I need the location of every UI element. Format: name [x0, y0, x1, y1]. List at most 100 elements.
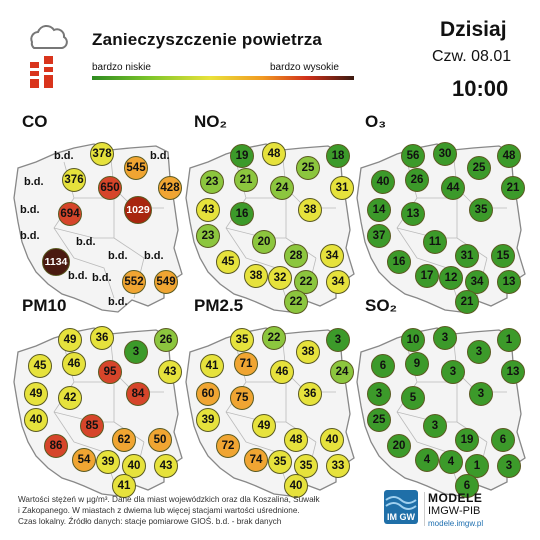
panel-title-no2: NO₂ — [194, 112, 228, 131]
station-nodata-koszalin: b.d. — [54, 150, 74, 162]
logo-divider — [424, 492, 425, 526]
station-value-torun: 3 — [441, 360, 465, 384]
station-value-zielona: 40 — [24, 408, 48, 432]
panel-title-pm25: PM2.5 — [194, 296, 244, 315]
panel-pm25: PM2.5 41 35 22 38 3 24 71 46 60 75 36 39 49 72 74 48 40 35… — [185, 296, 358, 498]
station-value-warszawa: 1029 — [124, 196, 152, 224]
panel-title-o3: O₃ — [365, 112, 387, 131]
panel-title-so2: SO₂ — [365, 296, 398, 315]
station-value-zakopane: 21 — [455, 290, 479, 314]
station-value-olsztyn: 38 — [296, 340, 320, 364]
panel-co: CO b.d. b.d. 378 545 b.d. 428 376 650 b.d. 694 1029… — [13, 112, 186, 313]
station-value-katowice: 4 — [439, 450, 463, 474]
panel-title-co: CO — [22, 112, 48, 131]
station-value-torun: 24 — [270, 176, 294, 200]
station-value-zielona: 25 — [367, 408, 391, 432]
station-value-lublin: 6 — [491, 428, 515, 452]
station-value-rzeszow: 33 — [326, 454, 350, 478]
station-value-torun: 44 — [441, 176, 465, 200]
station-value-zielona: 39 — [196, 408, 220, 432]
station-value-warszawa: 3 — [469, 382, 493, 406]
station-value-zielona: 23 — [196, 224, 220, 248]
station-nodata-gorzow: b.d. — [20, 204, 40, 216]
station-value-poznan: 13 — [401, 202, 425, 226]
station-nodata-zakopane: b.d. — [108, 296, 128, 308]
station-nodata-katowice: b.d. — [92, 272, 112, 284]
station-value-lublin: 15 — [491, 244, 515, 268]
cloud-smog-icon — [20, 20, 70, 90]
station-value-bydgoszcz: 376 — [62, 168, 86, 192]
station-value-suwalki: 26 — [154, 328, 178, 352]
station-value-koszalin: 19 — [230, 144, 254, 168]
panel-pm10: PM10 45 49 36 3 26 43 46 95 49 42 84 40 85 86 54 62 50 39 4… — [13, 296, 186, 498]
station-value-opole: 4 — [415, 448, 439, 472]
station-value-gdansk: 22 — [262, 326, 286, 350]
station-value-kielce: 28 — [284, 244, 308, 268]
station-value-gorzow: 60 — [196, 382, 220, 406]
station-nodata-zielona: b.d. — [20, 230, 40, 242]
station-value-szczecin: 40 — [371, 170, 395, 194]
station-value-opole: 74 — [244, 448, 268, 472]
station-value-lodz: 20 — [252, 230, 276, 254]
logo-name: MODELE — [428, 491, 483, 505]
station-value-gorzow: 49 — [24, 382, 48, 406]
station-value-lodz: 3 — [423, 414, 447, 438]
footer-line: Wartości stężeń w µg/m³. Dane dla miast … — [18, 495, 320, 504]
station-nodata-lodz: b.d. — [76, 236, 96, 248]
station-value-bydgoszcz: 21 — [234, 168, 258, 192]
station-value-zielona: 37 — [367, 224, 391, 248]
station-value-zakopane: 6 — [455, 474, 479, 498]
station-value-kielce: 62 — [112, 428, 136, 452]
station-value-wroclaw: 20 — [387, 434, 411, 458]
panel-o3: O₃ 40 56 30 25 48 21 26 44 14 13 35 37 11 16 17 31 15 12 34… — [356, 112, 529, 314]
station-value-bydgoszcz: 9 — [405, 352, 429, 376]
station-value-bialystok: 428 — [158, 176, 182, 200]
station-value-kielce: 19 — [455, 428, 479, 452]
station-value-katowice: 39 — [96, 450, 120, 474]
station-value-krakow: 35 — [294, 454, 318, 478]
panel-no2: NO₂ 23 19 48 25 18 31 21 24 43 16 38 23 20 45 38 28 34 32 2… — [185, 112, 358, 314]
logo-badge-text: IM GW — [387, 512, 415, 522]
station-value-gdansk: 48 — [262, 142, 286, 166]
footer-note: Wartości stężeń w µg/m³. Dane dla miast … — [18, 494, 358, 527]
station-value-katowice: 35 — [268, 450, 292, 474]
station-value-krakow: 552 — [122, 270, 146, 294]
scale-high-label: bardzo wysokie — [270, 62, 339, 73]
footer-line: i Zakopanego. W miastach z dwiema lub wi… — [18, 506, 300, 515]
station-value-wroclaw: 45 — [216, 250, 240, 274]
station-value-olsztyn: 25 — [467, 156, 491, 180]
color-scale-bar — [92, 76, 354, 80]
station-value-olsztyn: 3 — [124, 340, 148, 364]
station-value-poznan: 42 — [58, 386, 82, 410]
station-value-warszawa: 36 — [298, 382, 322, 406]
station-value-bydgoszcz: 71 — [234, 352, 258, 376]
station-value-olsztyn: 25 — [296, 156, 320, 180]
station-value-torun: 650 — [98, 176, 122, 200]
station-value-poznan: 75 — [230, 386, 254, 410]
station-value-gorzow: 3 — [367, 382, 391, 406]
station-nodata-kielce: b.d. — [108, 250, 128, 262]
station-value-rzeszow: 43 — [154, 454, 178, 478]
station-value-poznan: 694 — [58, 202, 82, 226]
station-value-szczecin: 6 — [371, 354, 395, 378]
logo-subtitle: IMGW-PIB — [428, 505, 481, 517]
station-value-szczecin: 23 — [200, 170, 224, 194]
station-value-lublin: 34 — [320, 244, 344, 268]
station-value-opole: 17 — [415, 264, 439, 288]
station-value-gdansk: 30 — [433, 142, 457, 166]
logo-url-link[interactable]: modele.imgw.pl — [428, 519, 484, 528]
station-value-opole: 38 — [244, 264, 268, 288]
station-value-gdansk: 36 — [90, 326, 114, 350]
footer-line: Czas lokalny. Źródło danych: stacje pomi… — [18, 517, 282, 526]
station-value-rzeszow: 549 — [154, 270, 178, 294]
station-value-gorzow: 14 — [367, 198, 391, 222]
station-value-warszawa: 84 — [126, 382, 150, 406]
station-nodata-suwalki: b.d. — [150, 150, 170, 162]
day-label: Dzisiaj — [440, 18, 507, 41]
station-value-warszawa: 38 — [298, 198, 322, 222]
station-value-suwalki: 1 — [497, 328, 521, 352]
station-value-poznan: 5 — [401, 386, 425, 410]
station-value-suwalki: 18 — [326, 144, 350, 168]
station-value-bydgoszcz: 26 — [405, 168, 429, 192]
station-value-koszalin: 35 — [230, 328, 254, 352]
